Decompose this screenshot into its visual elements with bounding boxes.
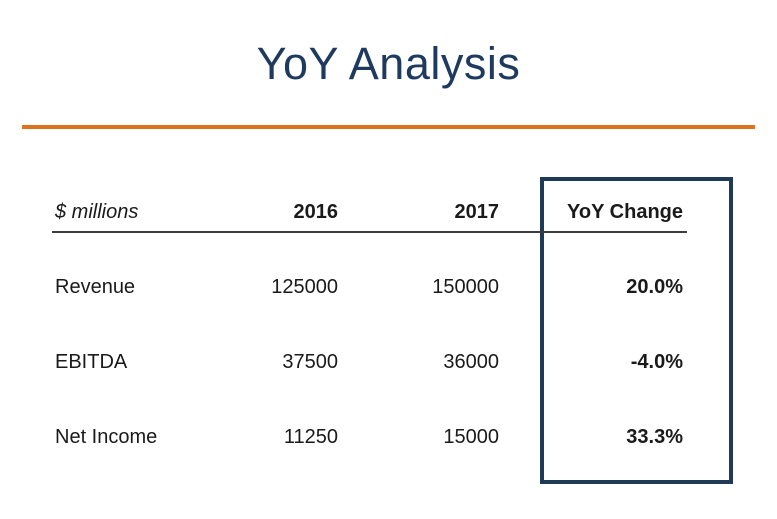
value-2017: 36000 — [443, 351, 499, 373]
table-header-row: $ millions 2016 2017 YoY Change — [52, 197, 683, 227]
row-label: Revenue — [55, 276, 136, 298]
page-title: YoY Analysis — [256, 38, 521, 89]
yoy-change-highlight-box — [540, 177, 733, 484]
value-2016: 37500 — [282, 351, 338, 373]
value-yoy-change: 20.0% — [626, 276, 683, 298]
value-2017: 15000 — [443, 426, 499, 448]
row-label: Net Income — [55, 426, 158, 448]
accent-divider — [22, 125, 755, 129]
row-label: EBITDA — [55, 351, 128, 373]
column-header-2017: 2017 — [454, 201, 500, 223]
unit-label: $ millions — [55, 201, 139, 223]
value-yoy-change: -4.0% — [630, 351, 683, 373]
value-2016: 125000 — [271, 276, 338, 298]
column-header-yoy-change: YoY Change — [567, 201, 683, 223]
value-2017: 150000 — [432, 276, 499, 298]
table-row-revenue: Revenue 125000 150000 20.0% — [52, 272, 683, 302]
table-row-net-income: Net Income 11250 15000 33.3% — [52, 422, 683, 452]
table-row-ebitda: EBITDA 37500 36000 -4.0% — [52, 347, 683, 377]
value-2016: 11250 — [283, 426, 338, 448]
value-yoy-change: 33.3% — [626, 426, 683, 448]
header-underline — [52, 231, 687, 233]
column-header-2016: 2016 — [293, 201, 339, 223]
